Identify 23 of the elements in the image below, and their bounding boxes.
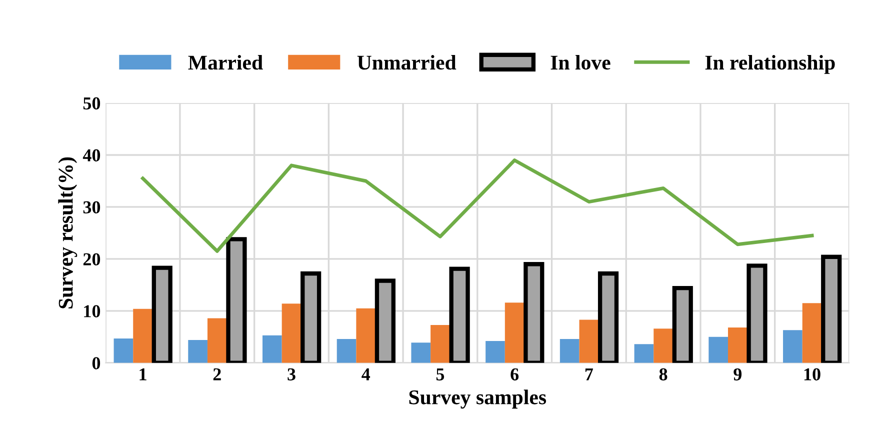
y-tick-label: 50 bbox=[83, 97, 100, 110]
line-series bbox=[141, 158, 814, 253]
x-tick-label: 9 bbox=[734, 368, 742, 380]
x-tick-label: 4 bbox=[362, 368, 370, 380]
y-tick-label: 40 bbox=[82, 149, 100, 162]
y-tick-label: 10 bbox=[84, 305, 100, 318]
legend-label: Unmarried bbox=[357, 55, 456, 70]
y-axis-title: Survey result(%) bbox=[58, 157, 78, 308]
x-axis-title: Survey samples bbox=[409, 390, 546, 409]
x-tick-label: 2 bbox=[213, 368, 221, 380]
y-tick-label: 20 bbox=[83, 253, 100, 266]
x-tick-label: 5 bbox=[436, 368, 444, 380]
x-tick-label: 8 bbox=[659, 368, 668, 380]
y-tick-label: 0 bbox=[92, 357, 100, 370]
x-tick-label: 6 bbox=[510, 368, 519, 380]
legend-label: In love bbox=[550, 55, 610, 70]
x-tick-label: 1 bbox=[140, 368, 146, 380]
legend-label: In relationship bbox=[705, 55, 835, 74]
x-tick-label: 10 bbox=[804, 368, 820, 380]
y-tick-label: 30 bbox=[83, 201, 100, 214]
x-tick-label: 7 bbox=[585, 368, 594, 380]
legend-label: Married bbox=[188, 55, 263, 70]
x-tick-label: 3 bbox=[288, 368, 296, 380]
